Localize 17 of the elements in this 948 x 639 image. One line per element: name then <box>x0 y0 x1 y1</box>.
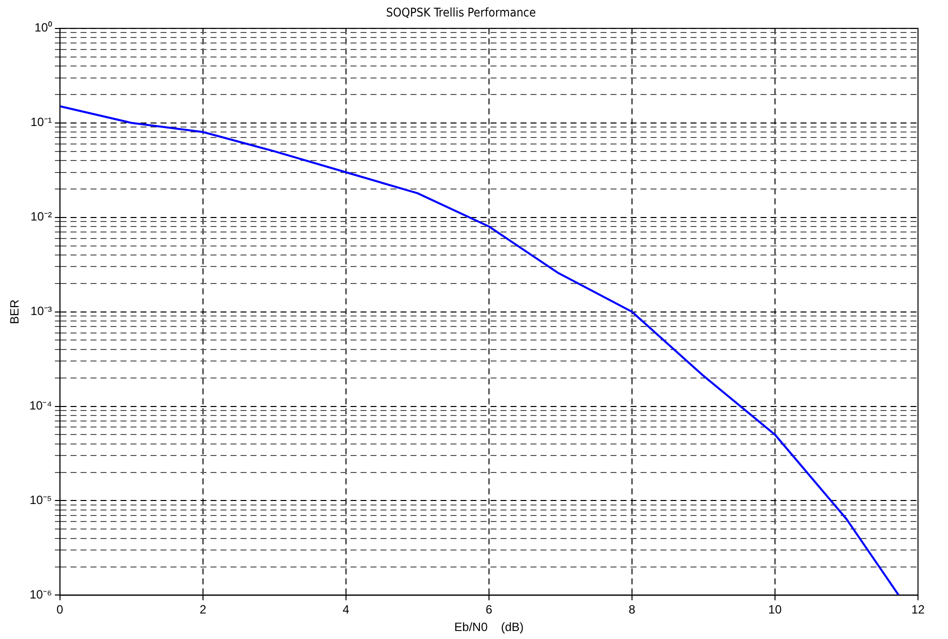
y-tick-label: 10⁻⁶ <box>30 588 52 602</box>
chart-title: SOQPSK Trellis Performance <box>386 5 536 20</box>
x-tick-label: 10 <box>768 602 782 617</box>
y-tick-label: 10⁰ <box>34 20 52 35</box>
x-tick-label: 4 <box>342 602 350 617</box>
x-tick-label: 6 <box>486 602 493 617</box>
y-tick-label: 10⁻⁵ <box>30 493 52 508</box>
y-tick-label: 10⁻⁴ <box>29 398 52 413</box>
y-tick-label: 10⁻³ <box>30 304 52 318</box>
x-axis-title: Eb/N0 (dB) <box>454 620 524 634</box>
y-tick-label: 10⁻² <box>30 210 52 224</box>
x-tick-label: 0 <box>56 602 64 617</box>
x-tick-label: 8 <box>628 602 636 617</box>
x-tick-label: 12 <box>911 602 925 617</box>
y-axis-title: BER <box>8 299 22 324</box>
x-tick-label: 2 <box>200 602 207 617</box>
y-tick-label: 10⁻¹ <box>30 115 52 130</box>
